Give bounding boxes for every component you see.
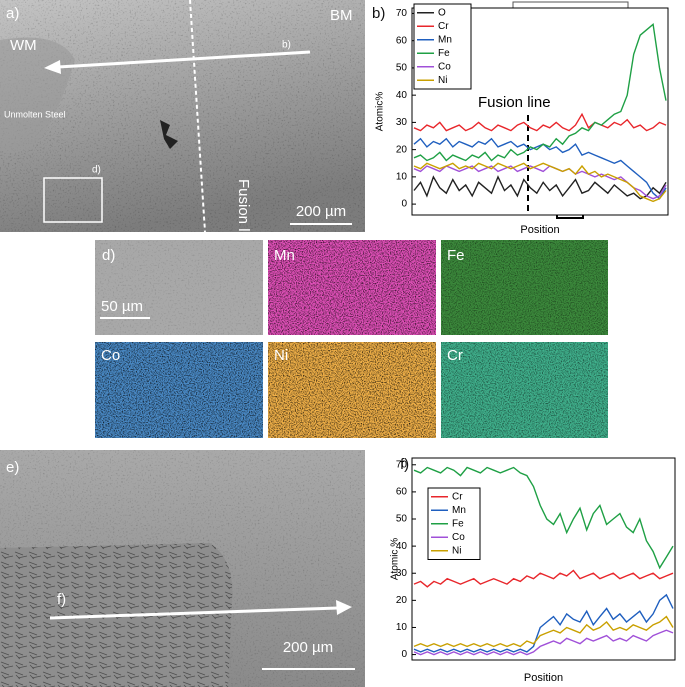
y-tick-label: 30 <box>396 568 408 579</box>
region-label: WM <box>10 37 37 54</box>
data-line <box>413 175 667 200</box>
y-tick-label: 40 <box>396 541 408 552</box>
scale-bar-label: 200 µm <box>296 203 346 220</box>
box-label: d) <box>92 165 101 176</box>
x-axis-label: Position <box>520 224 559 236</box>
panel-label: b) <box>372 5 385 22</box>
map-label: Ni <box>274 347 288 364</box>
arrow-label: f) <box>57 591 66 608</box>
data-line <box>413 112 667 132</box>
legend-label: Co <box>452 532 465 543</box>
legend-label: Fe <box>438 48 450 59</box>
data-line <box>413 22 667 162</box>
data-line <box>413 162 667 203</box>
eds-maps: d) 50 µm Mn Fe Co Ni Cr <box>95 240 608 438</box>
legend-label: Ni <box>438 75 447 86</box>
legend-label: Co <box>438 61 451 72</box>
micrograph-e: e) f) 200 µm <box>0 450 365 687</box>
scale-bar-label: 50 µm <box>101 298 143 315</box>
y-tick-label: 0 <box>401 649 407 660</box>
panel-label: d) <box>102 247 115 264</box>
y-tick-label: 60 <box>396 35 408 46</box>
scale-bar-label: 200 µm <box>283 639 333 656</box>
legend-box <box>413 3 472 90</box>
map-label: Co <box>101 347 120 364</box>
y-axis-label: Atomic% <box>375 92 386 132</box>
legend-label: Cr <box>438 21 449 32</box>
map-label: Mn <box>274 247 295 264</box>
y-tick-label: 50 <box>396 63 408 74</box>
y-tick-label: 20 <box>396 595 408 606</box>
y-tick-label: 10 <box>396 622 408 633</box>
y-tick-label: 40 <box>396 90 408 101</box>
data-line <box>413 615 674 648</box>
panel-label: f) <box>400 456 409 473</box>
micrograph-a: a) WM BM Unmolten Steel b) d) Fusion lin… <box>0 0 365 252</box>
legend-label: O <box>438 7 446 18</box>
data-line <box>413 629 674 656</box>
panel-label: e) <box>6 459 19 476</box>
map-label: Cr <box>447 347 463 364</box>
region-label: Unmolten Steel <box>4 109 66 119</box>
legend-label: Ni <box>452 545 461 556</box>
y-tick-label: 70 <box>396 459 408 470</box>
data-line <box>413 593 674 653</box>
y-tick-label: 20 <box>396 144 408 155</box>
legend-label: Mn <box>438 34 452 45</box>
data-line <box>413 137 667 200</box>
data-line <box>413 165 667 200</box>
y-tick-label: 30 <box>396 117 408 128</box>
arrow-label: b) <box>282 40 291 51</box>
annotation: Fusion line <box>478 94 551 111</box>
legend-label: Cr <box>452 491 463 502</box>
legend-label: Mn <box>452 505 466 516</box>
y-tick-label: 50 <box>396 514 408 525</box>
x-axis-label: Position <box>524 672 563 684</box>
y-tick-label: 60 <box>396 487 408 498</box>
data-line <box>413 569 674 588</box>
region-label: BM <box>330 7 353 24</box>
y-tick-label: 70 <box>396 8 408 19</box>
legend-label: Fe <box>452 518 464 529</box>
data-line <box>413 466 674 570</box>
y-tick-label: 0 <box>401 199 407 210</box>
fusion-label: Fusion line <box>235 179 252 252</box>
y-axis-label: Atomic % <box>390 538 401 580</box>
panel-label: a) <box>6 5 19 22</box>
y-tick-label: 10 <box>396 172 408 183</box>
map-label: Fe <box>447 247 465 264</box>
